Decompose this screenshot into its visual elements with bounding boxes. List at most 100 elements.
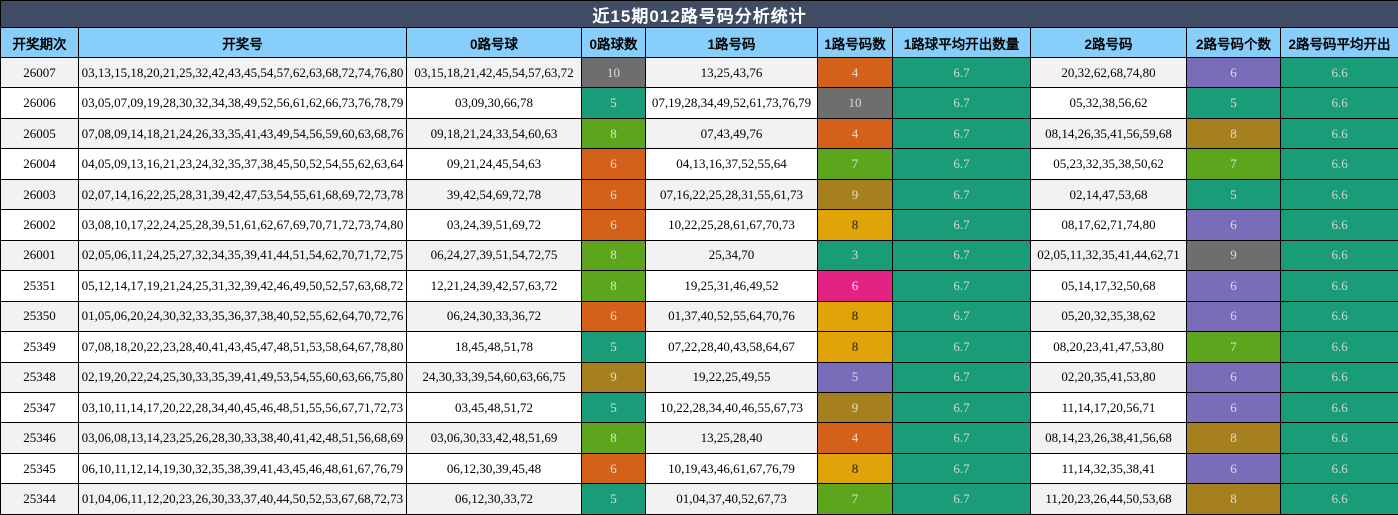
road2-count-cell: 6 [1186, 361, 1281, 393]
road0-numbers-cell: 03,06,30,33,42,48,51,69 [406, 422, 582, 454]
table-row: 26005 07,08,09,14,18,21,24,26,33,35,41,4… [0, 117, 1398, 150]
road2-count-cell: 5 [1186, 178, 1281, 211]
road1-average-cell: 6.7 [892, 483, 1031, 515]
road1-count-cell: 9 [817, 178, 893, 211]
road1-numbers-cell: 07,43,49,76 [645, 117, 818, 150]
road2-count-cell: 5 [1186, 87, 1281, 119]
road1-count-cell: 5 [817, 361, 893, 393]
road1-average-cell: 6.7 [892, 270, 1031, 302]
column-header-r2-count: 2路号码个数 [1186, 27, 1281, 58]
road2-numbers-cell: 11,14,17,20,56,71 [1030, 391, 1187, 424]
road1-average-cell: 6.7 [892, 391, 1031, 424]
column-header-period: 开奖期次 [0, 27, 79, 58]
road2-count-cell: 9 [1186, 239, 1281, 272]
road2-average-cell: 6.6 [1279, 422, 1398, 454]
road1-numbers-cell: 07,22,28,40,43,58,64,67 [645, 331, 818, 363]
road2-numbers-cell: 08,14,23,26,38,41,56,68 [1030, 422, 1187, 454]
table-row: 26004 04,05,09,13,16,21,23,24,32,35,37,3… [0, 148, 1398, 180]
period-cell: 25347 [0, 391, 79, 424]
period-cell: 25346 [0, 422, 79, 454]
road1-numbers-cell: 04,13,16,37,52,55,64 [645, 148, 818, 180]
road2-average-cell: 6.6 [1279, 87, 1398, 119]
header-row: 开奖期次 开奖号 0路号球 0路球数 1路号码 1路号码数 1路球平均开出数量 … [0, 27, 1398, 58]
draw-numbers-cell: 03,13,15,18,20,21,25,32,42,43,45,54,57,6… [78, 56, 407, 89]
draw-numbers-cell: 06,10,11,12,14,19,30,32,35,38,39,41,43,4… [78, 452, 407, 485]
column-header-draw-numbers: 开奖号 [78, 27, 407, 58]
road0-count-cell: 6 [581, 148, 646, 180]
road1-average-cell: 6.7 [892, 178, 1031, 211]
draw-numbers-cell: 01,05,06,20,24,30,32,33,35,36,37,38,40,5… [78, 300, 407, 333]
road2-count-cell: 8 [1186, 422, 1281, 454]
draw-numbers-cell: 03,06,08,13,14,23,25,26,28,30,33,38,40,4… [78, 422, 407, 454]
road0-count-cell: 8 [581, 239, 646, 272]
road2-count-cell: 7 [1186, 331, 1281, 363]
road1-count-cell: 8 [817, 331, 893, 363]
road2-numbers-cell: 05,14,17,32,50,68 [1030, 270, 1187, 302]
draw-numbers-cell: 02,07,14,16,22,25,28,31,39,42,47,53,54,5… [78, 178, 407, 211]
road1-average-cell: 6.7 [892, 422, 1031, 454]
road0-numbers-cell: 12,21,24,39,42,57,63,72 [406, 270, 582, 302]
table-row: 25349 07,08,18,20,22,23,28,40,41,43,45,4… [0, 331, 1398, 363]
period-cell: 26006 [0, 87, 79, 119]
road0-count-cell: 6 [581, 178, 646, 211]
road0-count-cell: 5 [581, 483, 646, 515]
period-cell: 25350 [0, 300, 79, 333]
road1-numbers-cell: 10,22,28,34,40,46,55,67,73 [645, 391, 818, 424]
draw-numbers-cell: 02,05,06,11,24,25,27,32,34,35,39,41,44,5… [78, 239, 407, 272]
road0-numbers-cell: 03,09,30,66,78 [406, 87, 582, 119]
road0-numbers-cell: 24,30,33,39,54,60,63,66,75 [406, 361, 582, 393]
road0-count-cell: 8 [581, 270, 646, 302]
table-row: 25351 05,12,14,17,19,21,24,25,31,32,39,4… [0, 270, 1398, 302]
road0-numbers-cell: 06,24,27,39,51,54,72,75 [406, 239, 582, 272]
period-cell: 26005 [0, 117, 79, 150]
road1-average-cell: 6.7 [892, 117, 1031, 150]
road2-count-cell: 6 [1186, 270, 1281, 302]
road1-count-cell: 8 [817, 209, 893, 241]
road0-numbers-cell: 03,45,48,51,72 [406, 391, 582, 424]
period-cell: 26004 [0, 148, 79, 180]
road2-numbers-cell: 05,32,38,56,62 [1030, 87, 1187, 119]
table-row: 26007 03,13,15,18,20,21,25,32,42,43,45,5… [0, 56, 1398, 89]
road2-numbers-cell: 05,23,32,35,38,50,62 [1030, 148, 1187, 180]
table-row: 26002 03,08,10,17,22,24,25,28,39,51,61,6… [0, 209, 1398, 241]
road1-numbers-cell: 10,22,25,28,61,67,70,73 [645, 209, 818, 241]
road1-average-cell: 6.7 [892, 331, 1031, 363]
road1-count-cell: 4 [817, 56, 893, 89]
road0-numbers-cell: 03,15,18,21,42,45,54,57,63,72 [406, 56, 582, 89]
road0-count-cell: 8 [581, 117, 646, 150]
road0-numbers-cell: 09,21,24,45,54,63 [406, 148, 582, 180]
period-cell: 25351 [0, 270, 79, 302]
period-cell: 25344 [0, 483, 79, 515]
column-header-r0-numbers: 0路号球 [406, 27, 582, 58]
road1-average-cell: 6.7 [892, 300, 1031, 333]
road1-count-cell: 10 [817, 87, 893, 119]
road1-count-cell: 4 [817, 117, 893, 150]
table-row: 26001 02,05,06,11,24,25,27,32,34,35,39,4… [0, 239, 1398, 272]
road0-count-cell: 5 [581, 391, 646, 424]
road2-numbers-cell: 11,20,23,26,44,50,53,68 [1030, 483, 1187, 515]
road0-numbers-cell: 39,42,54,69,72,78 [406, 178, 582, 211]
road0-count-cell: 5 [581, 331, 646, 363]
road2-average-cell: 6.6 [1279, 452, 1398, 485]
road0-numbers-cell: 06,12,30,39,45,48 [406, 452, 582, 485]
table-row: 26003 02,07,14,16,22,25,28,31,39,42,47,5… [0, 178, 1398, 211]
road1-count-cell: 8 [817, 452, 893, 485]
road1-count-cell: 4 [817, 422, 893, 454]
road1-numbers-cell: 25,34,70 [645, 239, 818, 272]
road2-count-cell: 6 [1186, 56, 1281, 89]
road1-average-cell: 6.7 [892, 361, 1031, 393]
road0-numbers-cell: 06,12,30,33,72 [406, 483, 582, 515]
period-cell: 26001 [0, 239, 79, 272]
road0-count-cell: 6 [581, 300, 646, 333]
road0-count-cell: 5 [581, 87, 646, 119]
road0-count-cell: 9 [581, 361, 646, 393]
draw-numbers-cell: 07,08,18,20,22,23,28,40,41,43,45,47,48,5… [78, 331, 407, 363]
road2-numbers-cell: 08,20,23,41,47,53,80 [1030, 331, 1187, 363]
table-row: 25345 06,10,11,12,14,19,30,32,35,38,39,4… [0, 452, 1398, 485]
road1-average-cell: 6.7 [892, 239, 1031, 272]
road1-numbers-cell: 10,19,43,46,61,67,76,79 [645, 452, 818, 485]
road2-numbers-cell: 02,14,47,53,68 [1030, 178, 1187, 211]
table-row: 25348 02,19,20,22,24,25,30,33,35,39,41,4… [0, 361, 1398, 393]
road2-count-cell: 6 [1186, 452, 1281, 485]
